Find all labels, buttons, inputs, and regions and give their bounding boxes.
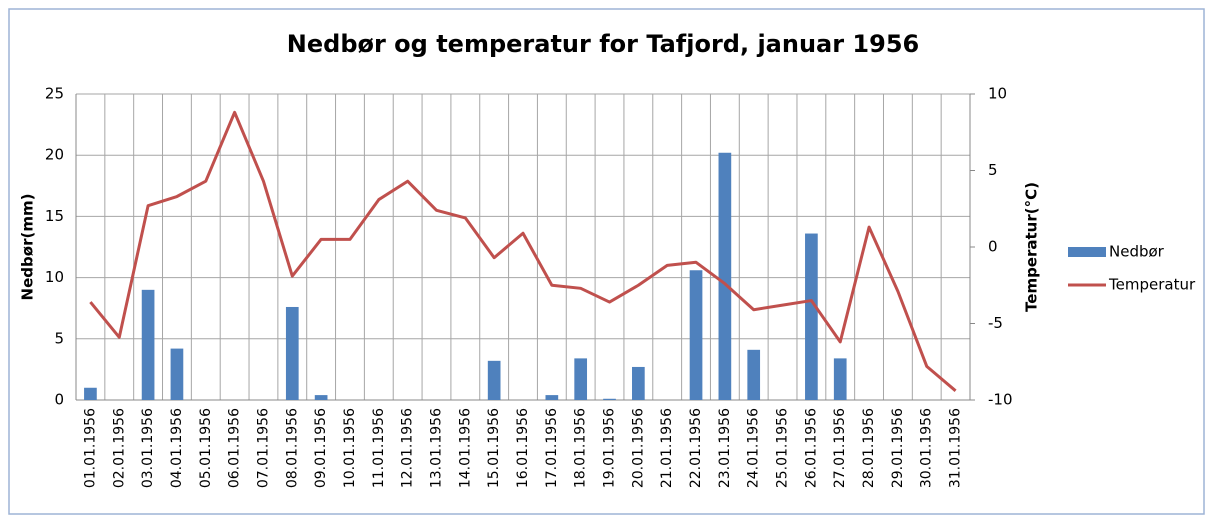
legend-swatch [1068,247,1106,257]
x-tick-label: 16.01.1956 [515,408,531,488]
y-tick-label: 20 [45,146,64,164]
bar [805,233,818,400]
y-tick-label: 15 [45,207,64,225]
x-tick-label: 04.01.1956 [169,408,185,488]
y2-tick-label: -10 [988,391,1013,409]
legend-label: Nedbør [1109,243,1165,261]
y2-tick-label: 10 [988,85,1007,103]
x-tick-label: 07.01.1956 [255,408,271,488]
x-tick-label: 28.01.1956 [861,408,877,488]
bar [545,395,559,400]
x-tick-label: 01.01.1956 [82,408,98,488]
bar [84,387,97,400]
x-tick-label: 02.01.1956 [111,408,127,488]
x-tick-label: 05.01.1956 [198,408,214,488]
bar [689,270,703,400]
y2-axis-title: Temperatur(°C) [1023,182,1041,312]
x-tick-label: 29.01.1956 [890,408,906,488]
x-tick-label: 14.01.1956 [457,408,473,488]
bar [314,395,328,400]
bar [574,358,588,400]
bar [141,289,155,400]
y2-tick-label: 0 [988,238,998,256]
bar [747,349,761,400]
y-tick-label: 25 [45,85,64,103]
bar [170,348,184,400]
x-tick-label: 31.01.1956 [948,408,964,488]
x-tick-label: 21.01.1956 [659,408,675,488]
x-tick-label: 03.01.1956 [140,408,156,488]
x-tick-label: 09.01.1956 [313,408,329,488]
x-tick-label: 26.01.1956 [803,408,819,488]
chart-title: Nedbør og temperatur for Tafjord, januar… [287,30,919,58]
x-tick-label: 11.01.1956 [371,408,387,488]
x-tick-label: 30.01.1956 [919,408,935,488]
x-tick-label: 10.01.1956 [342,408,358,488]
y-tick-label: 0 [54,391,64,409]
x-tick-label: 20.01.1956 [630,408,646,488]
x-tick-label: 25.01.1956 [775,408,791,488]
x-tick-label: 23.01.1956 [717,408,733,488]
legend-label: Temperatur [1108,276,1196,294]
y-axis-title: Nedbør(mm) [19,194,37,301]
x-tick-label: 17.01.1956 [544,408,560,488]
x-tick-label: 13.01.1956 [428,408,444,488]
x-tick-label: 15.01.1956 [486,408,502,488]
bar [603,398,616,400]
y-tick-label: 10 [45,268,64,286]
x-tick-label: 12.01.1956 [400,408,416,488]
y-tick-label: 5 [54,329,64,347]
line [89,110,957,392]
x-tick-label: 18.01.1956 [573,408,589,488]
y2-tick-label: -5 [988,314,1003,332]
bar [487,360,501,400]
x-tick-label: 08.01.1956 [284,408,300,488]
x-tick-label: 19.01.1956 [602,408,618,488]
x-tick-label: 24.01.1956 [746,408,762,488]
x-tick-label: 06.01.1956 [227,408,243,488]
y2-tick-label: 5 [988,161,998,179]
bar [632,366,645,400]
bar [285,306,299,400]
chart-border [8,8,1205,515]
bar [833,358,847,400]
x-tick-label: 27.01.1956 [832,408,848,488]
x-tick-label: 22.01.1956 [688,408,704,488]
bar [718,152,732,400]
